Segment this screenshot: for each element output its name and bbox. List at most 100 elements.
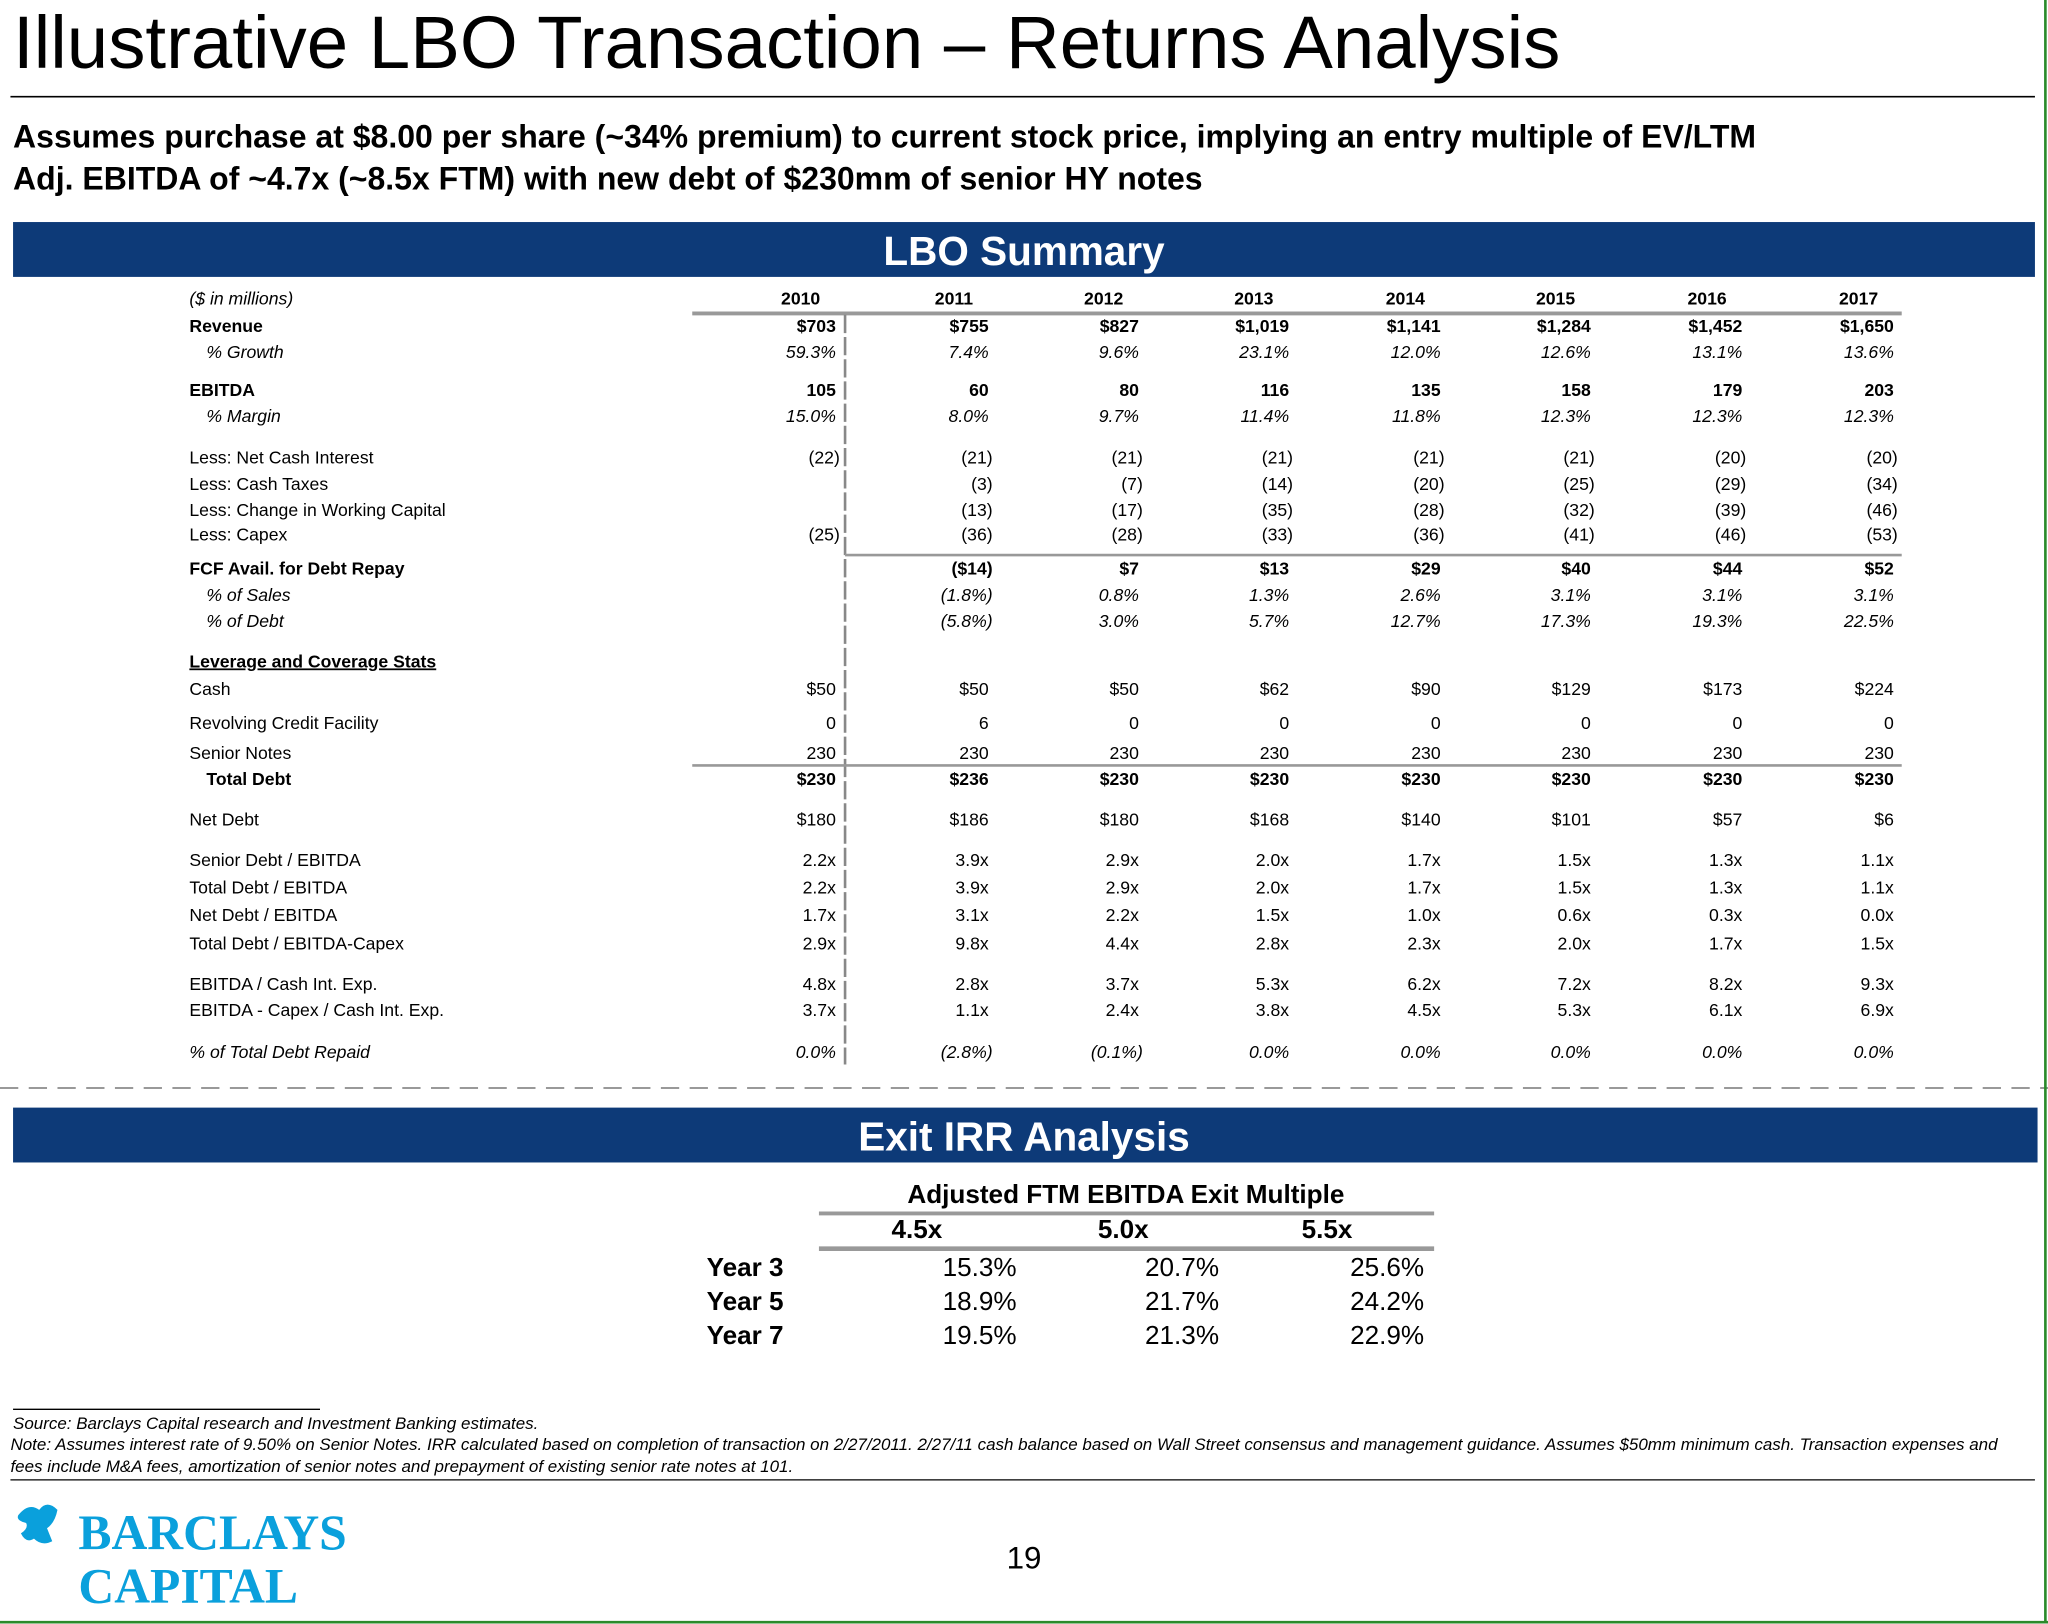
cell: 4.4x	[1106, 934, 1140, 954]
cell: 135	[1411, 380, 1441, 400]
cell: $230	[797, 769, 836, 789]
cell: 2.9x	[803, 934, 837, 954]
cell: 2.0x	[1256, 877, 1290, 897]
cell: 3.1x	[955, 905, 989, 925]
cell: (20)	[1715, 448, 1746, 468]
cell: 1.3x	[1709, 850, 1743, 870]
row-label: % of Total Debt Repaid	[189, 1042, 371, 1062]
cell: (17)	[1112, 500, 1143, 520]
cell: 2.3x	[1407, 934, 1441, 954]
cell: 179	[1713, 380, 1743, 400]
cell: (28)	[1112, 525, 1143, 545]
cell: $1,650	[1840, 316, 1894, 336]
cell: 7.4%	[949, 342, 989, 362]
cell: 3.1%	[1854, 585, 1894, 605]
cell: (32)	[1563, 500, 1594, 520]
cell: (35)	[1262, 500, 1293, 520]
row-label: % of Sales	[206, 585, 290, 605]
cell: 3.1%	[1551, 585, 1591, 605]
year-header: 2014	[1386, 288, 1425, 308]
cell: 1.1x	[955, 1000, 989, 1020]
irr-cell: 21.7%	[1145, 1286, 1219, 1316]
cell: 9.6%	[1099, 342, 1139, 362]
cell: 5.3x	[1558, 1000, 1592, 1020]
cell: $186	[950, 809, 989, 829]
cell: 3.9x	[955, 877, 989, 897]
cell: 116	[1261, 380, 1290, 400]
cell: 13.6%	[1844, 342, 1894, 362]
cell: 0.8%	[1099, 585, 1139, 605]
row-label: % Growth	[206, 342, 283, 362]
cell: ($14)	[951, 559, 992, 579]
cell: 0.0%	[1249, 1042, 1289, 1062]
cell: $62	[1260, 679, 1289, 699]
cell: 2.4x	[1106, 1000, 1140, 1020]
row-label: % Margin	[206, 406, 280, 426]
year-header: 2017	[1839, 288, 1878, 308]
year-label: Year 5	[707, 1286, 784, 1316]
multiple-header: 5.0x	[1098, 1214, 1149, 1244]
irr-cell: 24.2%	[1350, 1286, 1424, 1316]
row-label: Cash	[189, 679, 230, 699]
cell: 2.9x	[1106, 877, 1140, 897]
cell: 5.7%	[1249, 611, 1289, 631]
cell: 6	[979, 713, 989, 733]
row-label: Revenue	[189, 316, 263, 336]
lbo-header: LBO Summary	[883, 228, 1165, 274]
cell: 2.2x	[1106, 905, 1140, 925]
irr-caption: Adjusted FTM EBITDA Exit Multiple	[907, 1179, 1344, 1209]
cell: 59.3%	[786, 342, 836, 362]
year-header: 2015	[1536, 288, 1575, 308]
cell: (36)	[961, 525, 992, 545]
cell: $29	[1411, 559, 1441, 579]
cell: 2.2x	[803, 877, 837, 897]
cell: 0	[826, 713, 836, 733]
cell: 12.0%	[1391, 342, 1441, 362]
irr-cell: 20.7%	[1145, 1252, 1219, 1282]
cell: 3.1%	[1702, 585, 1742, 605]
subtitle: Adj. EBITDA of ~4.7x (~8.5x FTM) with ne…	[13, 160, 1203, 196]
cell: $101	[1552, 809, 1591, 829]
cell: 9.3x	[1861, 974, 1895, 994]
cell: $236	[950, 769, 989, 789]
cell: $230	[1855, 769, 1894, 789]
cell: 2.2x	[803, 850, 837, 870]
irr-cell: 21.3%	[1145, 1320, 1219, 1350]
irr-header: Exit IRR Analysis	[858, 1114, 1189, 1160]
cell: 6.2x	[1407, 974, 1441, 994]
cell: (46)	[1715, 525, 1746, 545]
cell: $180	[797, 809, 836, 829]
cell: $50	[959, 679, 989, 699]
cell: (41)	[1563, 525, 1594, 545]
year-header: 2010	[781, 288, 820, 308]
cell: 23.1%	[1238, 342, 1289, 362]
cell: 6.1x	[1709, 1000, 1743, 1020]
cell: (14)	[1262, 474, 1293, 494]
cell: $1,452	[1688, 316, 1742, 336]
cell: (39)	[1715, 500, 1746, 520]
cell: (21)	[1112, 448, 1143, 468]
cell: (21)	[1563, 448, 1594, 468]
cell: 105	[806, 380, 836, 400]
cell: 9.7%	[1099, 406, 1139, 426]
row-label: Total Debt	[206, 769, 291, 789]
cell: 230	[959, 743, 989, 763]
row-label: Leverage and Coverage Stats	[189, 651, 436, 671]
year-header: 2011	[935, 288, 973, 308]
irr-table: 4.5x 5.0x 5.5x Year 3 15.3% 20.7% 25.6% Year 5 1…	[707, 1214, 1425, 1350]
cell: (53)	[1866, 525, 1897, 545]
cell: 230	[1411, 743, 1441, 763]
cell: 3.8x	[1256, 1000, 1290, 1020]
cell: 0.0%	[1854, 1042, 1894, 1062]
cell: 3.9x	[955, 850, 989, 870]
cell: (46)	[1866, 500, 1897, 520]
cell: 1.5x	[1558, 850, 1592, 870]
cell: 5.3x	[1256, 974, 1290, 994]
cell: 1.0x	[1407, 905, 1441, 925]
cell: $13	[1260, 559, 1290, 579]
lbo-table: ($ in millions) 2010 2011 2012 2013 2014 2015 2…	[189, 288, 1902, 1065]
cell: 2.0x	[1256, 850, 1290, 870]
cell: $40	[1561, 559, 1591, 579]
cell: $90	[1411, 679, 1441, 699]
